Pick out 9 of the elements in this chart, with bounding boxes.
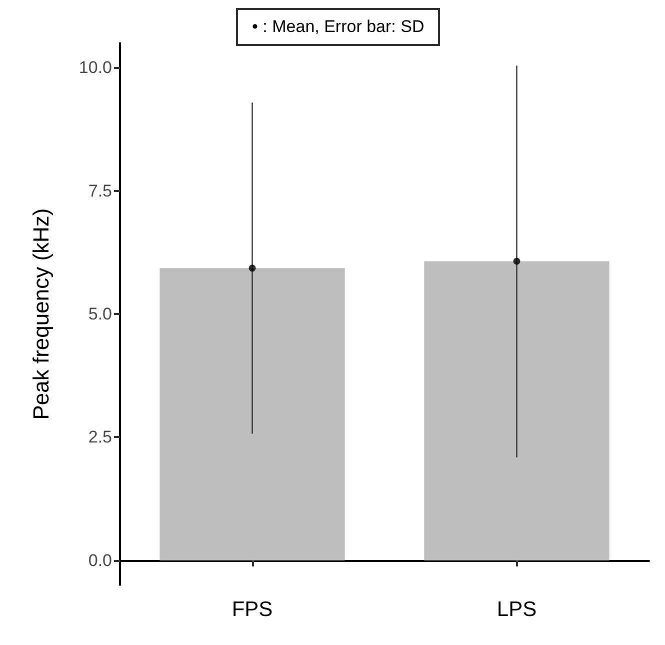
- y-tick-label: 5.0: [88, 304, 112, 324]
- y-tick-label: 0.0: [88, 550, 112, 570]
- y-tick-label: 10.0: [78, 58, 112, 78]
- y-axis-title: Peak frequency (kHz): [28, 208, 54, 420]
- y-tick-label: 7.5: [88, 181, 112, 200]
- y-tick-label: 2.5: [88, 428, 112, 447]
- x-tick-label: FPS: [232, 598, 273, 621]
- x-tick-label: LPS: [496, 598, 537, 621]
- text: • : Mean, Error bar: SD: [236, 8, 440, 46]
